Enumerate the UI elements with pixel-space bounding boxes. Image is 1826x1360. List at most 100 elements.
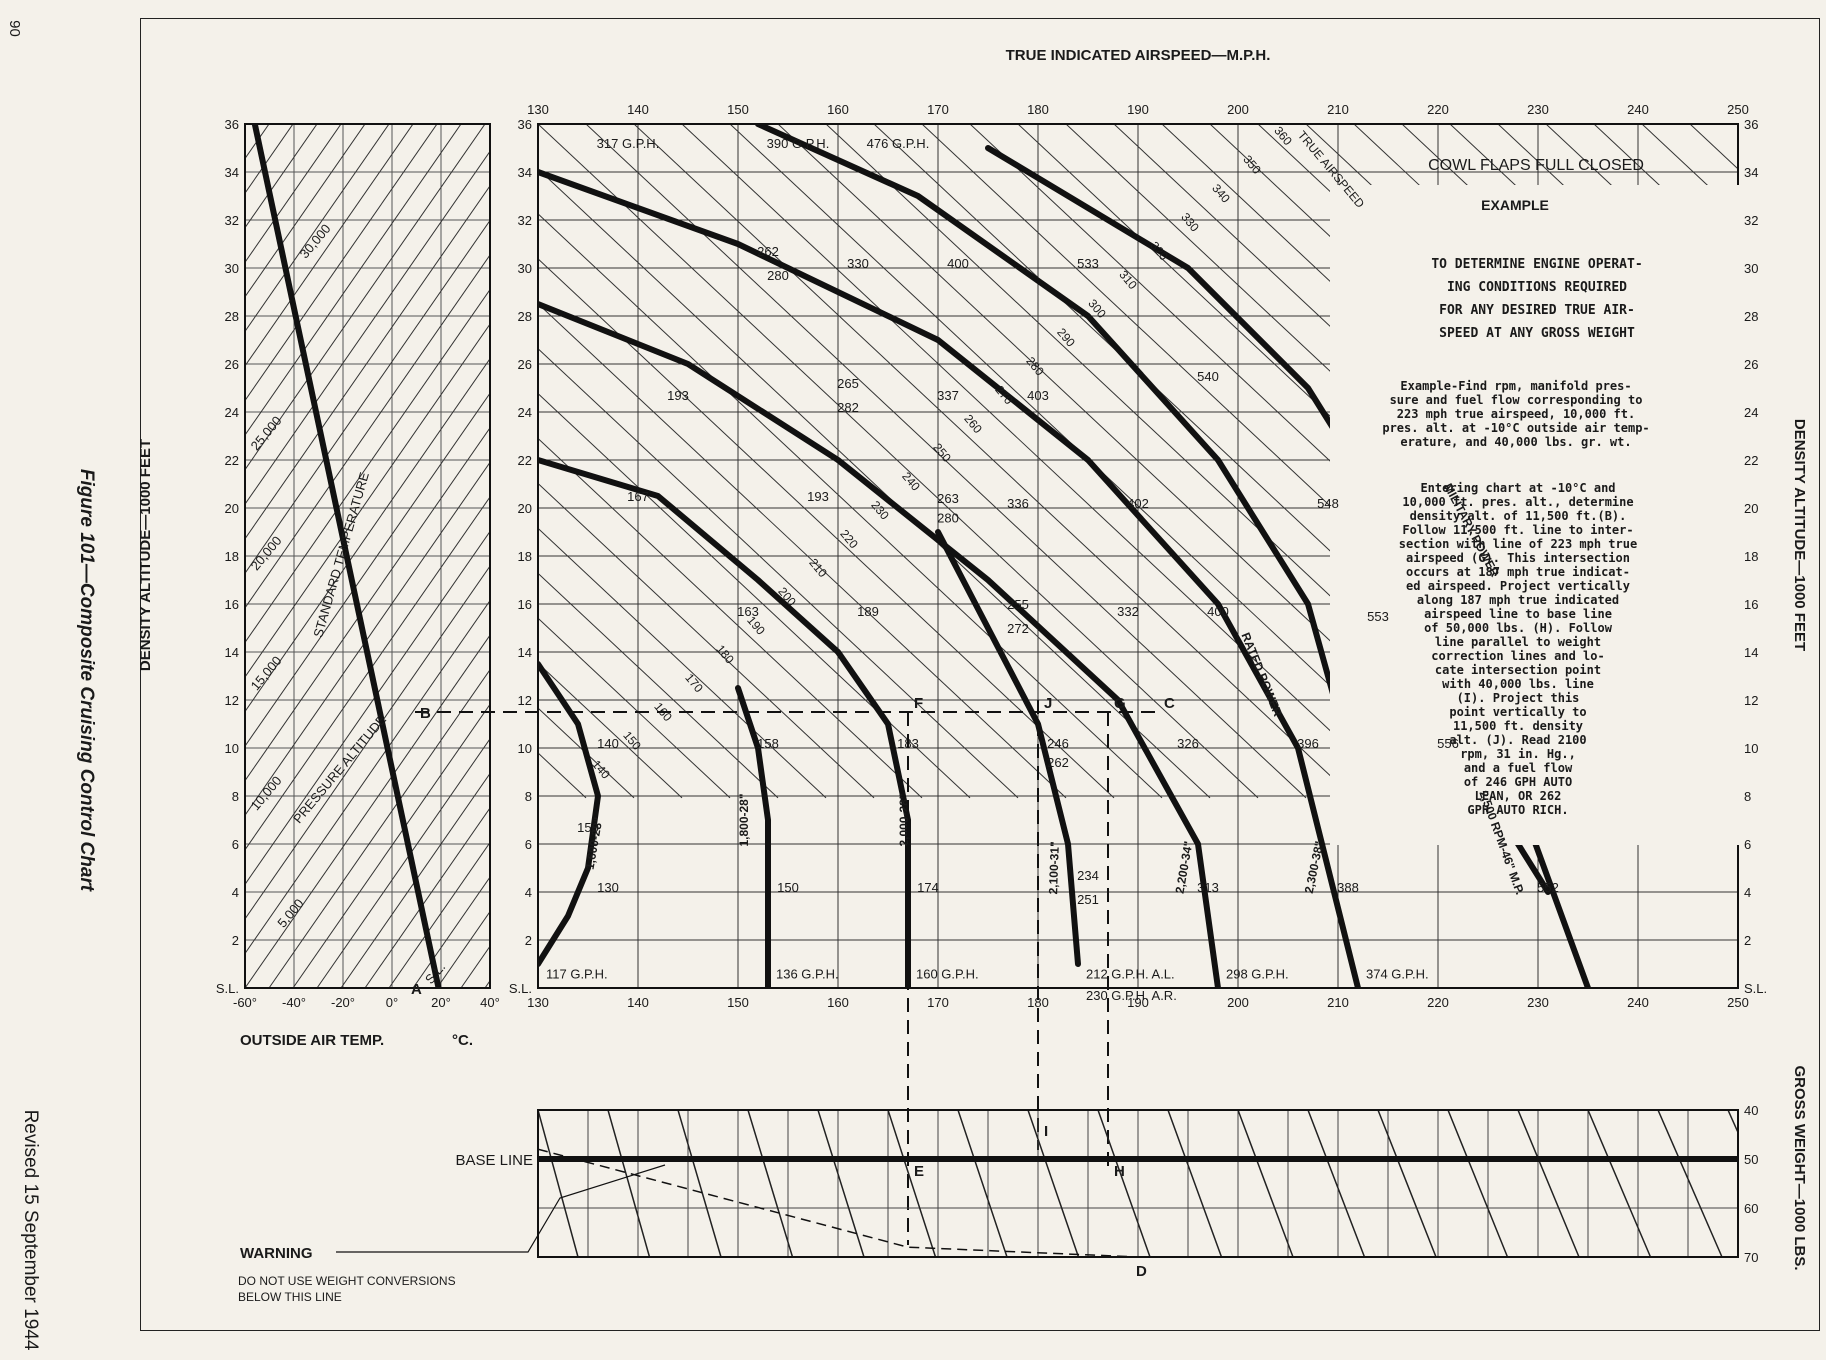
y-tick-temp: 34: [225, 165, 239, 180]
power-curve: [735, 685, 771, 988]
true-airspeed-line: [538, 797, 539, 798]
temp-tick: -60°: [233, 995, 257, 1010]
example-point-g: G: [1114, 695, 1126, 712]
true-airspeed-line: [681, 124, 1403, 799]
y-tick-temp: S.L.: [216, 981, 239, 996]
example-para2-line: (I). Project this: [1457, 691, 1580, 705]
y-tick-temp: 24: [225, 405, 239, 420]
weight-correction-line: [1657, 1110, 1723, 1258]
example-point-b: B: [420, 705, 431, 722]
temp-tick: -20°: [331, 995, 355, 1010]
y-tick-main: 4: [525, 885, 532, 900]
weight-correction-line: [538, 1110, 579, 1258]
true-airspeed-value: 260: [961, 412, 985, 437]
sea-level-fuel-label: 160 G.P.H.: [916, 966, 979, 981]
pressure-altitude-line: [0, 124, 221, 988]
y-tick-temp: 32: [225, 213, 239, 228]
pressure-altitude-line: [245, 357, 490, 713]
fuel-flow-label: 282: [837, 400, 859, 415]
power-curve: [538, 457, 911, 988]
fuel-flow-label: 326: [1177, 736, 1199, 751]
fuel-flow-label: 150: [777, 880, 799, 895]
example-para1-line: erature, and 40,000 lbs. gr. wt.: [1400, 435, 1631, 449]
example-para2-line: of 50,000 lbs. (H). Follow: [1424, 621, 1613, 635]
weight-tick: 50: [1744, 1152, 1758, 1167]
fuel-flow-label: 476 G.P.H.: [867, 136, 930, 151]
pressure-altitude-line: [245, 323, 490, 678]
y-tick-right: 36: [1744, 117, 1758, 132]
fuel-flow-label: 193: [667, 388, 689, 403]
x-tick-bottom: 130: [527, 995, 549, 1010]
power-curve: [755, 124, 1351, 751]
x-tick-top: 250: [1727, 102, 1749, 117]
true-airspeed-line: [538, 617, 731, 799]
weight-correction-line: [1167, 1110, 1223, 1258]
weight-tick: 40: [1744, 1103, 1758, 1118]
fuel-flow-label: 189: [857, 604, 879, 619]
example-para1-line: Example-Find rpm, manifold pres-: [1400, 379, 1631, 393]
weight-correction-line: [957, 1110, 1008, 1258]
pressure-altitude-value: 10,000: [248, 773, 285, 813]
y-tick-right: S.L.: [1744, 981, 1767, 996]
weight-correction-line: [607, 1110, 651, 1258]
y-tick-temp: 36: [225, 117, 239, 132]
x-tick-top: 220: [1427, 102, 1449, 117]
pressure-altitude-line: [245, 124, 246, 125]
y-tick-right: 20: [1744, 501, 1758, 516]
sea-level-fuel-label: 136 G.P.H.: [776, 966, 839, 981]
temp-tick: 40°: [480, 995, 500, 1010]
example-heading-line: TO DETERMINE ENGINE OPERAT-: [1431, 257, 1642, 272]
true-airspeed-value: 280: [1023, 354, 1047, 379]
true-airspeed-line: [538, 572, 779, 799]
pressure-altitude-line: [292, 703, 490, 988]
weight-correction-line: [747, 1110, 794, 1258]
true-airspeed-value: 360: [1271, 124, 1295, 149]
fuel-flow-label: 400: [947, 256, 969, 271]
fuel-flow-label: 548: [1317, 496, 1339, 511]
weight-correction-line: [1517, 1110, 1580, 1258]
pressure-altitude-line: [268, 668, 490, 988]
x-tick-top: 180: [1027, 102, 1049, 117]
fuel-flow-label: 140: [597, 736, 619, 751]
fuel-flow-label: 552: [1537, 880, 1559, 895]
x-tick-bottom: 220: [1427, 995, 1449, 1010]
fuel-flow-label: 540: [1197, 369, 1219, 384]
y-tick-main: 34: [518, 165, 532, 180]
weight-correction-line: [887, 1110, 937, 1258]
fuel-flow-label: 337: [937, 388, 959, 403]
example-para2-line: ed airspeed. Project vertically: [1406, 579, 1630, 593]
y-tick-temp: 16: [225, 597, 239, 612]
y-tick-right: 16: [1744, 597, 1758, 612]
fuel-flow-label: 390 G.P.H.: [767, 136, 830, 151]
weight-correction-line: [1097, 1110, 1151, 1258]
example-heading-line: SPEED AT ANY GROSS WEIGHT: [1439, 326, 1635, 341]
example-para2-line: and a fuel flow: [1464, 761, 1573, 775]
pressure-altitude-line: [245, 599, 490, 955]
x-tick-top: 210: [1327, 102, 1349, 117]
example-para2-line: alt. (J). Read 2100: [1449, 733, 1586, 747]
power-curve: [538, 661, 601, 967]
sea-level-fuel-label: 374 G.P.H.: [1366, 966, 1429, 981]
y-tick-main: 2: [525, 933, 532, 948]
true-airspeed-line: [538, 124, 1259, 799]
weight-correction-line: [677, 1110, 722, 1258]
example-point-a: A: [411, 981, 422, 998]
y-tick-right: 2: [1744, 933, 1751, 948]
weight-panel-border: [537, 1109, 1739, 1258]
true-airspeed-value: 200: [775, 584, 799, 609]
fuel-flow-label: 330: [847, 256, 869, 271]
y-tick-main: 20: [518, 501, 532, 516]
power-curve: [538, 169, 1361, 988]
y-tick-temp: 30: [225, 261, 239, 276]
fuel-flow-label: 251: [1077, 892, 1099, 907]
fuel-flow-label: 265: [837, 376, 859, 391]
true-airspeed-line: [538, 437, 923, 799]
y-tick-temp: 6: [232, 837, 239, 852]
fuel-flow-label: 388: [1337, 880, 1359, 895]
y-tick-main: 22: [518, 453, 532, 468]
fuel-flow-label: 255: [1007, 597, 1029, 612]
fuel-flow-label: 174: [917, 880, 939, 895]
true-airspeed-line: [538, 258, 1115, 799]
pressure-altitude-line: [245, 185, 490, 540]
fuel-flow-label: 234: [1077, 868, 1099, 883]
